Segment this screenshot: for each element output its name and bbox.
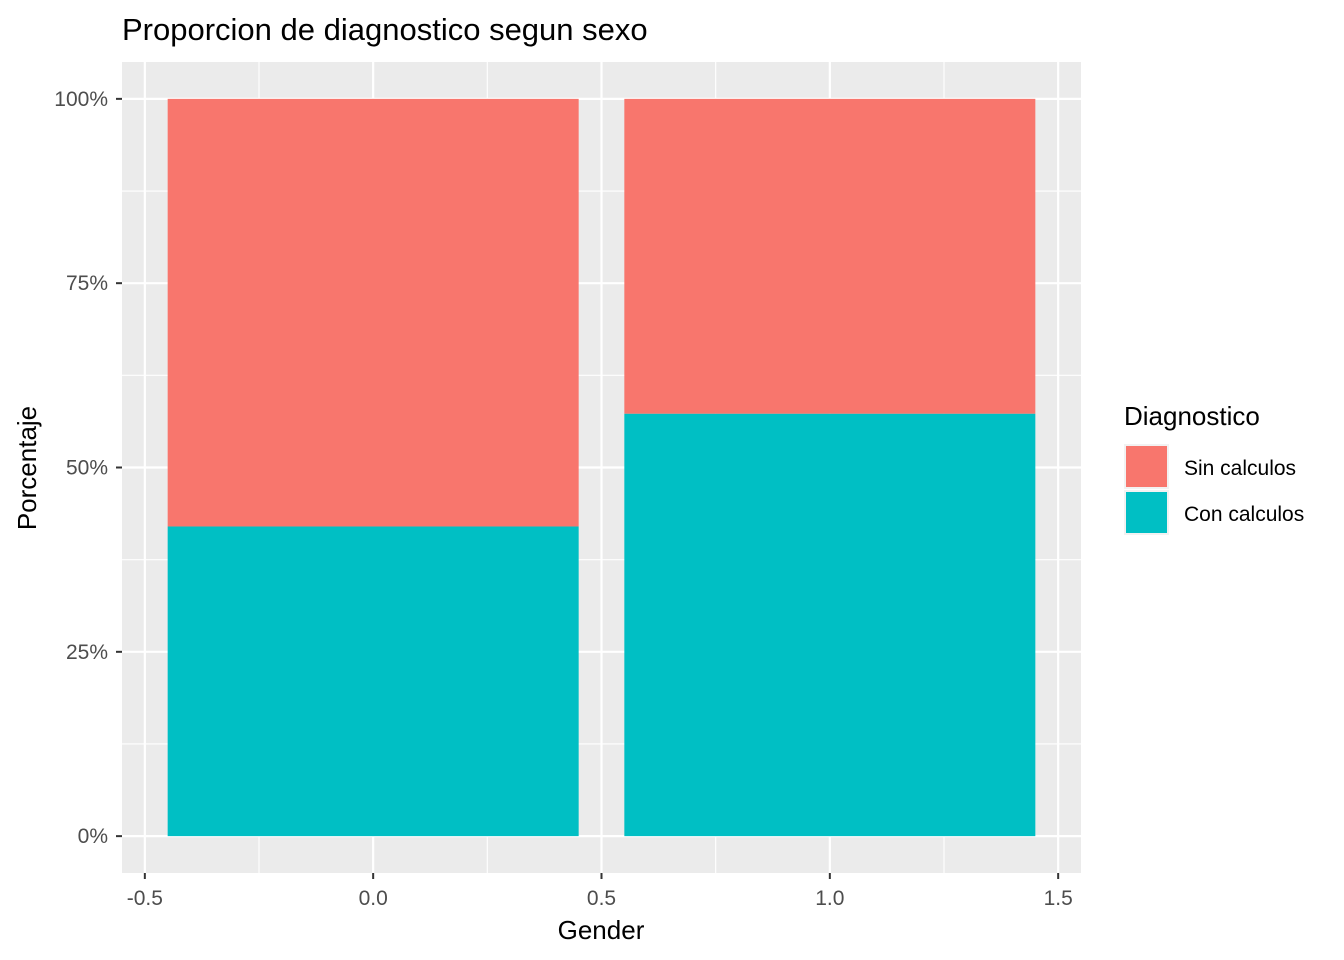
x-tick-label: 0.5 bbox=[587, 887, 616, 910]
x-tick-label: 1.5 bbox=[1044, 887, 1073, 910]
x-axis: -0.5 0.0 0.5 1.0 1.5 bbox=[127, 873, 1073, 910]
y-axis-title: Porcentaje bbox=[12, 406, 42, 530]
y-tick-label: 25% bbox=[66, 641, 108, 664]
bar-con-calculos-0 bbox=[167, 526, 579, 837]
x-tick-label: 1.0 bbox=[815, 887, 844, 910]
bars bbox=[167, 98, 1036, 837]
chart-title: Proporcion de diagnostico segun sexo bbox=[122, 12, 648, 47]
x-axis-title: Gender bbox=[558, 915, 645, 945]
y-axis: 0% 25% 50% 75% 100% bbox=[54, 88, 122, 848]
legend-swatch-con-calculos bbox=[1126, 492, 1167, 533]
x-tick-label: -0.5 bbox=[127, 887, 163, 910]
legend-title: Diagnostico bbox=[1124, 401, 1260, 431]
bar-con-calculos-1 bbox=[624, 413, 1036, 837]
bar-sin-calculos-0 bbox=[167, 98, 579, 527]
y-tick-label: 100% bbox=[54, 88, 108, 111]
legend-entries: Sin calculos Con calculos bbox=[1124, 444, 1304, 535]
legend-label-sin-calculos: Sin calculos bbox=[1184, 457, 1296, 480]
bar-sin-calculos-1 bbox=[624, 98, 1036, 414]
legend-label-con-calculos: Con calculos bbox=[1184, 503, 1304, 526]
legend: Diagnostico Sin calculos Con calculos bbox=[1124, 401, 1304, 535]
x-tick-label: 0.0 bbox=[359, 887, 388, 910]
y-tick-label: 75% bbox=[66, 272, 108, 295]
y-tick-label: 50% bbox=[66, 457, 108, 480]
y-tick-label: 0% bbox=[78, 825, 108, 848]
legend-swatch-sin-calculos bbox=[1126, 446, 1167, 487]
